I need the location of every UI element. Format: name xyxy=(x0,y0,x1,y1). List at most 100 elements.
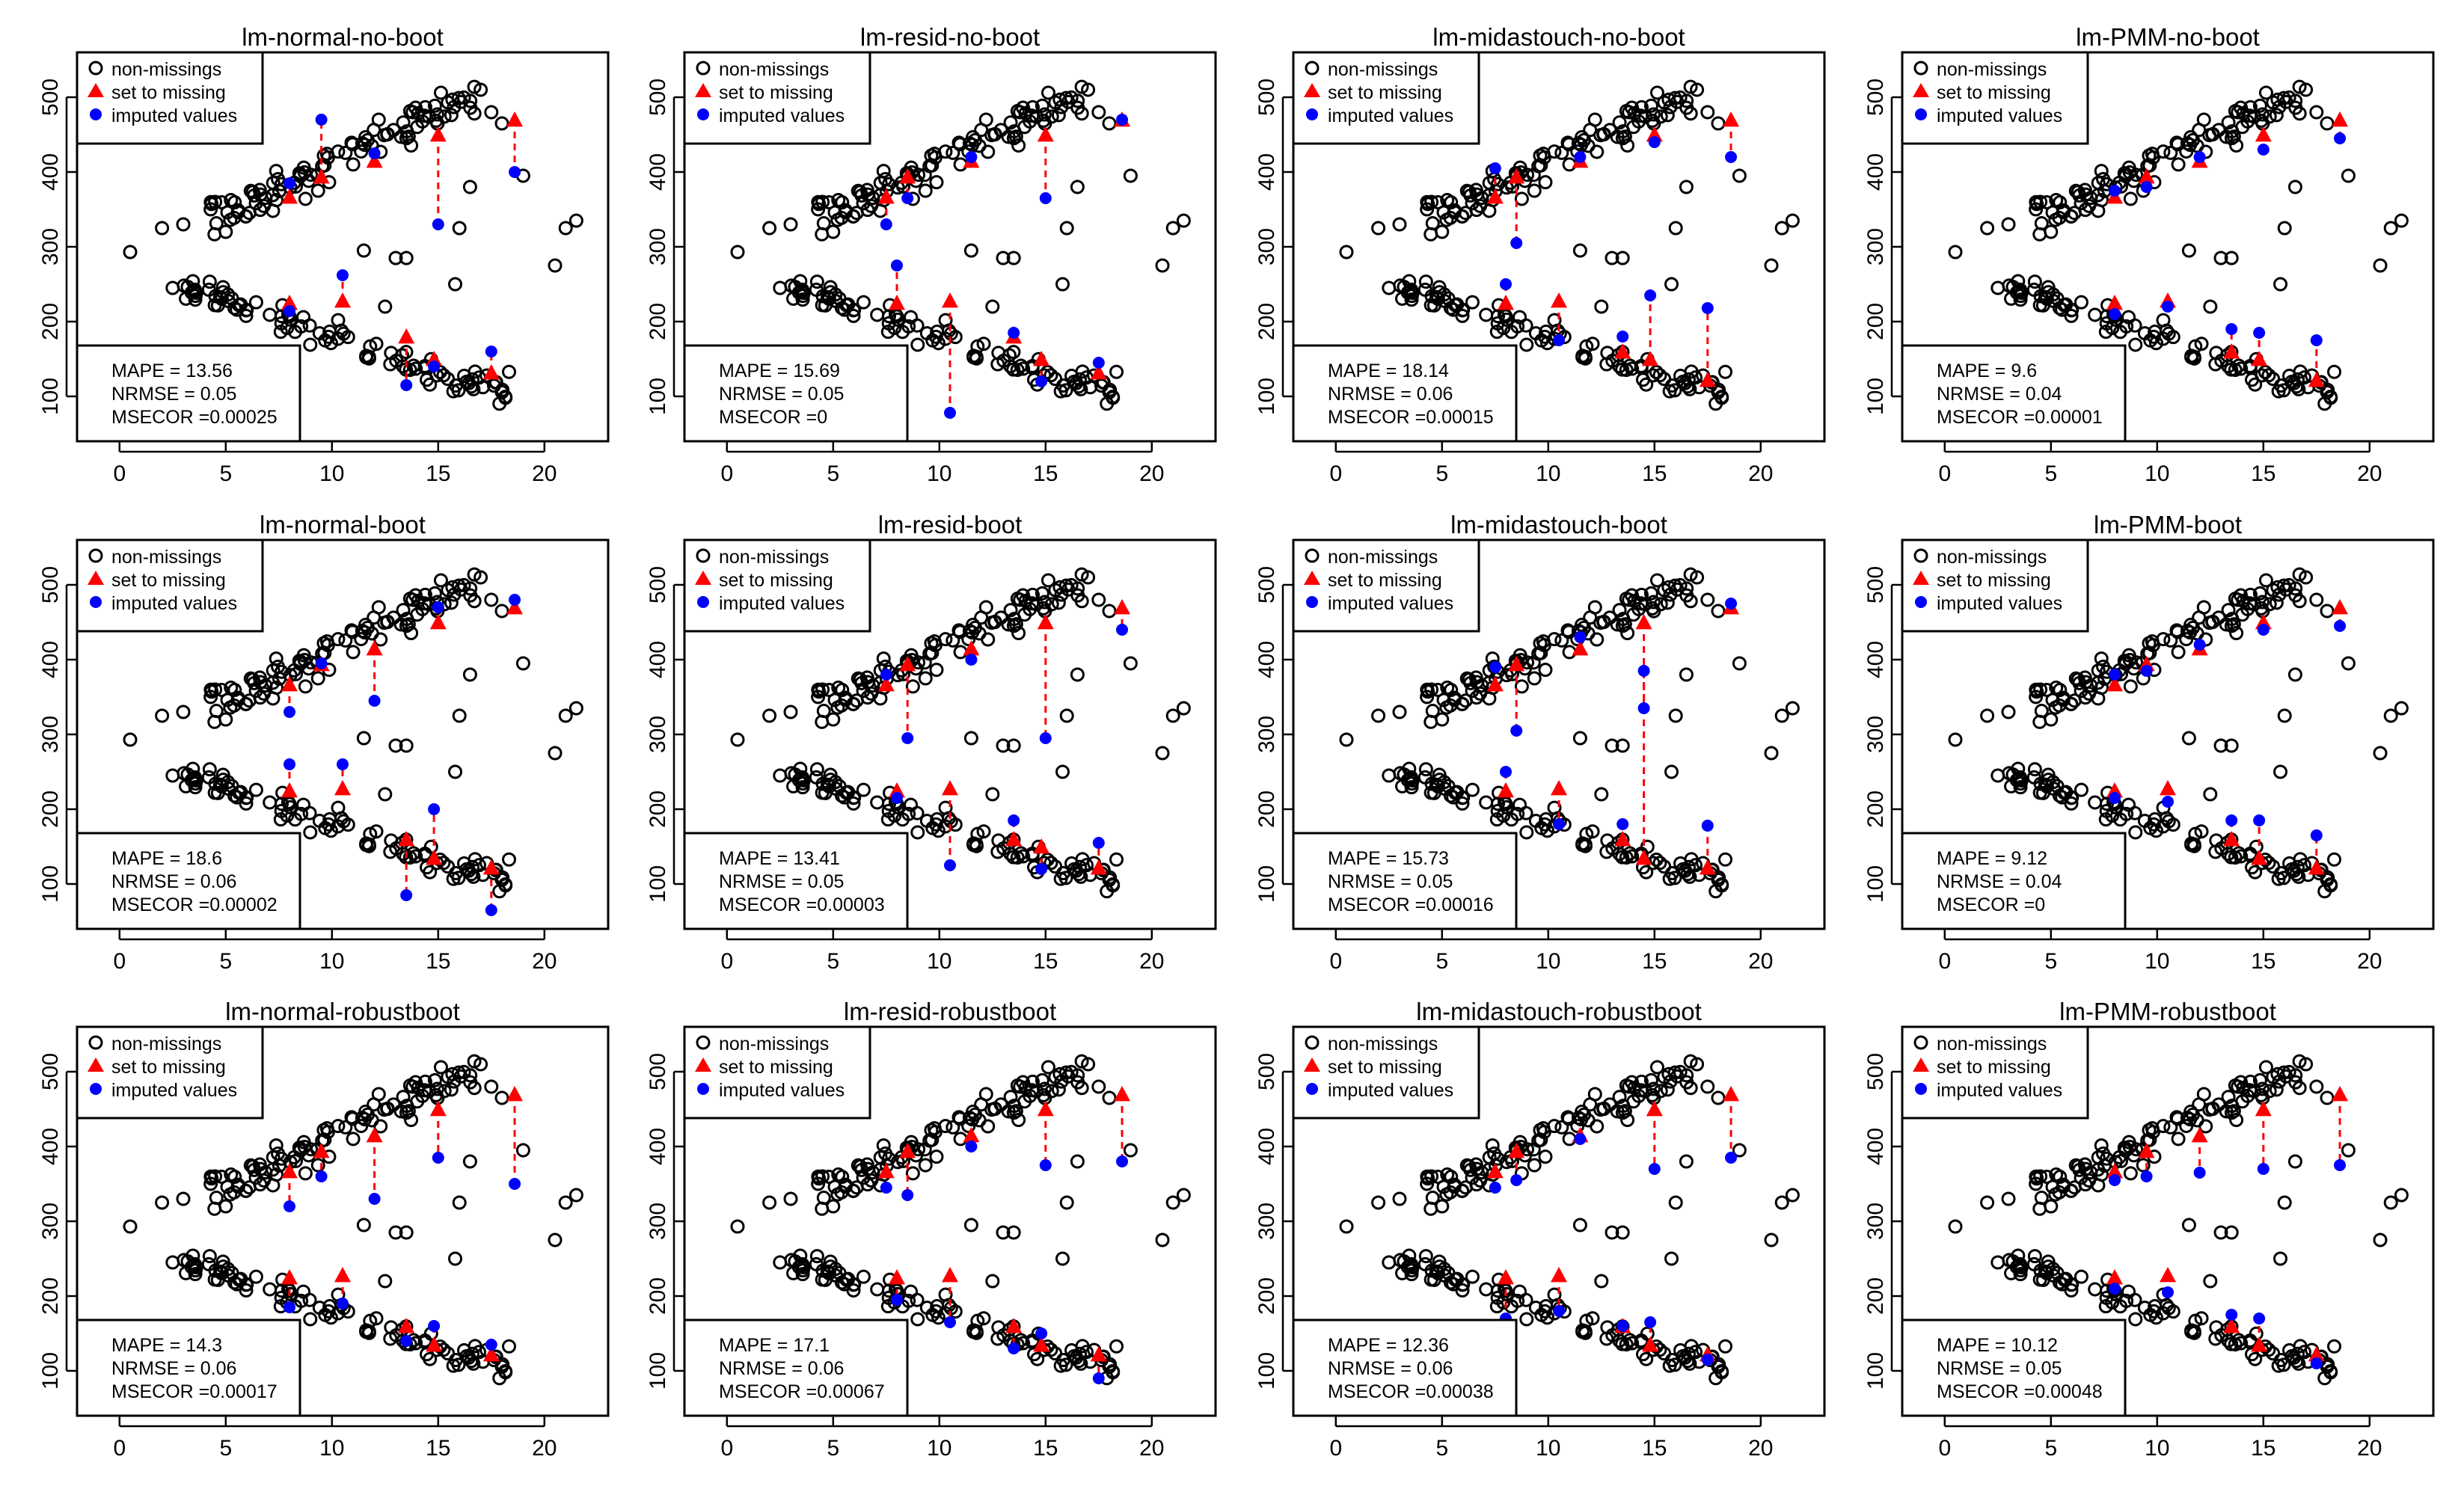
imputed-point xyxy=(1725,598,1738,610)
observed-point xyxy=(1612,1090,1627,1105)
observed-point xyxy=(2287,1350,2302,1365)
observed-point xyxy=(952,1111,967,1126)
observed-point xyxy=(938,819,953,834)
observed-point xyxy=(1069,863,1084,878)
observed-point xyxy=(345,1111,360,1126)
observed-point xyxy=(793,1248,808,1263)
observed-point xyxy=(304,1142,319,1157)
observed-point xyxy=(378,787,393,802)
observed-point xyxy=(2137,326,2152,341)
missing-marker xyxy=(2160,1267,2176,1283)
data-layer xyxy=(123,1054,583,1386)
observed-point xyxy=(1513,1135,1527,1149)
observed-point xyxy=(2001,704,2016,719)
imputed-point xyxy=(1637,665,1650,677)
data-layer xyxy=(730,79,1191,419)
observed-point xyxy=(827,1179,842,1194)
observed-point xyxy=(876,651,891,666)
observed-point xyxy=(2123,1166,2138,1181)
observed-point xyxy=(263,307,278,322)
observed-point xyxy=(2029,690,2044,704)
observed-point xyxy=(321,817,336,832)
observed-point xyxy=(1109,852,1124,867)
observed-point xyxy=(1479,307,1494,322)
observed-point xyxy=(2248,1351,2263,1366)
y-tick-label: 100 xyxy=(38,865,63,903)
legend-observed-symbol xyxy=(1913,548,1928,563)
observed-point xyxy=(2258,573,2273,588)
imputed-point xyxy=(368,695,381,707)
imputed-point xyxy=(944,407,956,419)
observed-point xyxy=(404,138,419,153)
observed-point xyxy=(846,1183,861,1198)
observed-point xyxy=(2252,586,2267,601)
observed-point xyxy=(870,795,885,810)
observed-point xyxy=(1660,595,1675,610)
observed-point xyxy=(730,245,745,260)
observed-point xyxy=(1052,92,1067,107)
legend-label: set to missing xyxy=(719,1057,833,1078)
x-tick-label: 10 xyxy=(927,461,951,486)
observed-point xyxy=(2203,1274,2218,1289)
legend-observed-symbol xyxy=(696,61,711,76)
observed-point xyxy=(515,1143,530,1158)
observed-point xyxy=(827,205,842,220)
observed-point xyxy=(2288,1068,2303,1083)
y-tick-label: 200 xyxy=(38,791,63,828)
legend-box xyxy=(1901,538,2089,633)
y-tick-label: 200 xyxy=(646,303,670,340)
observed-point xyxy=(938,800,953,815)
observed-point xyxy=(910,825,925,840)
observed-point xyxy=(815,776,830,791)
observed-point xyxy=(2032,785,2047,800)
observed-point xyxy=(2049,1167,2064,1182)
observed-point xyxy=(2231,358,2246,373)
stats-frame xyxy=(76,344,301,443)
observed-point xyxy=(2011,284,2026,299)
observed-point xyxy=(296,310,311,325)
observed-point xyxy=(1679,581,1694,596)
observed-point xyxy=(1371,1195,1386,1210)
observed-point xyxy=(406,358,421,373)
observed-point xyxy=(1418,762,1433,777)
observed-point xyxy=(2041,280,2056,295)
observed-point xyxy=(961,632,976,647)
observed-point xyxy=(2146,329,2161,344)
missing-marker xyxy=(1486,1163,1504,1179)
observed-point xyxy=(2074,1269,2088,1284)
observed-point xyxy=(498,1365,513,1380)
missing-marker xyxy=(2332,599,2349,615)
missing-marker xyxy=(1635,850,1652,865)
observed-point xyxy=(2113,1299,2128,1314)
observed-point xyxy=(2129,655,2144,670)
legend-label: set to missing xyxy=(719,570,833,591)
observed-point xyxy=(1700,1079,1715,1094)
legend-label: set to missing xyxy=(1937,1057,2051,1078)
observed-point xyxy=(155,1195,170,1210)
observed-point xyxy=(1440,1167,1455,1182)
observed-point xyxy=(364,1113,379,1128)
observed-point xyxy=(207,298,222,313)
observed-point xyxy=(1482,203,1497,218)
y-tick-label: 100 xyxy=(1863,378,1888,415)
stat-msecor: MSECOR =0.00048 xyxy=(1937,1381,2103,1402)
observed-point xyxy=(904,1135,919,1149)
observed-point xyxy=(823,280,838,295)
observed-point xyxy=(410,1094,425,1109)
missing-marker xyxy=(1551,780,1567,796)
imputed-point xyxy=(880,1182,892,1194)
observed-point xyxy=(1006,362,1021,377)
observed-point xyxy=(266,176,281,191)
observed-point xyxy=(815,1272,830,1287)
legend-imputed-symbol xyxy=(697,596,709,608)
observed-point xyxy=(248,295,263,310)
legend-box xyxy=(1292,51,1480,145)
observed-point xyxy=(1571,136,1586,151)
observed-point xyxy=(1622,1079,1637,1094)
missing-marker xyxy=(1090,859,1107,875)
y-tick-label: 500 xyxy=(1863,1053,1888,1090)
observed-point xyxy=(1014,846,1029,861)
observed-point xyxy=(410,120,425,135)
observed-point xyxy=(2034,1191,2049,1206)
